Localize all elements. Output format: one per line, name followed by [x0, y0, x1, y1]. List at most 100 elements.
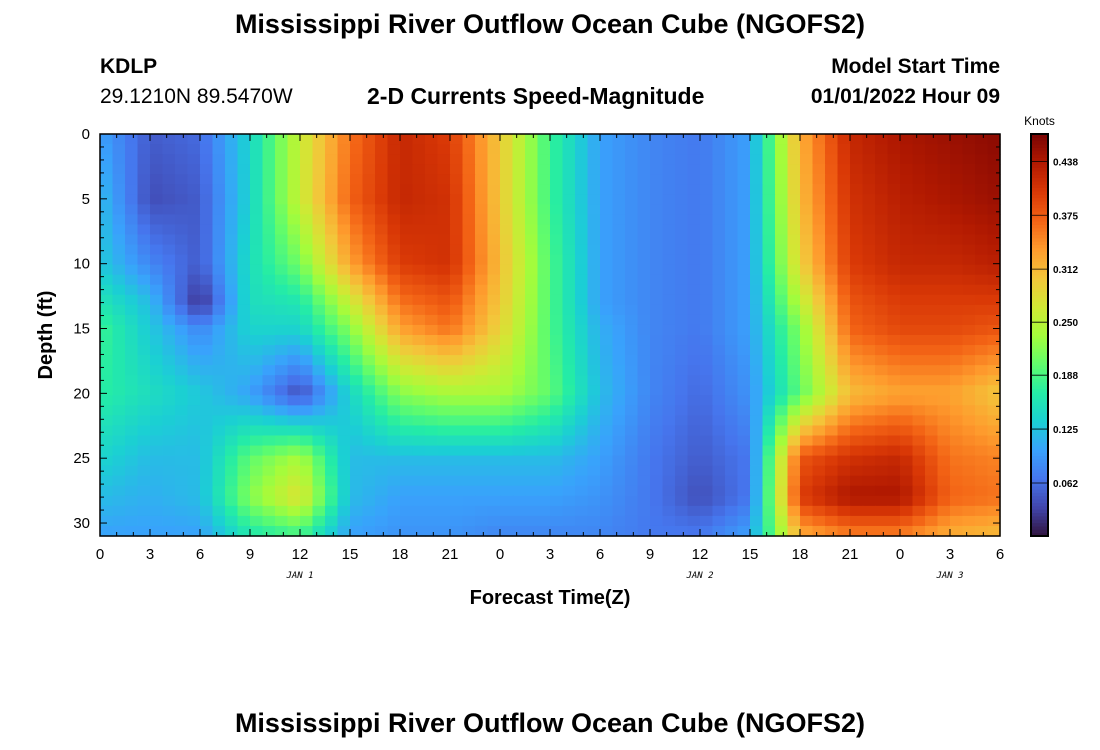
heatmap-cell	[100, 395, 114, 406]
heatmap-cell	[225, 465, 239, 477]
heatmap-cell	[475, 375, 489, 386]
heatmap-cell	[250, 365, 264, 376]
heatmap-cell	[237, 314, 251, 326]
heatmap-cell	[612, 465, 626, 477]
heatmap-cell	[625, 294, 639, 306]
heatmap-cell	[887, 324, 901, 336]
heatmap-cell	[750, 375, 764, 386]
heatmap-cell	[587, 355, 601, 366]
heatmap-cell	[887, 284, 901, 296]
heatmap-cell	[662, 144, 676, 155]
heatmap-cell	[625, 455, 639, 467]
heatmap-cell	[425, 395, 439, 406]
heatmap-cell	[287, 375, 301, 386]
heatmap-cell	[175, 234, 189, 246]
heatmap-cell	[675, 355, 689, 366]
heatmap-cell	[350, 375, 364, 386]
heatmap-cell	[612, 425, 626, 437]
heatmap-cell	[937, 134, 951, 145]
heatmap-cell	[475, 134, 489, 145]
heatmap-cell	[700, 505, 714, 517]
heatmap-cell	[687, 365, 701, 376]
heatmap-cell	[675, 314, 689, 326]
heatmap-cell	[875, 314, 889, 326]
heatmap-cell	[762, 505, 776, 517]
heatmap-cell	[212, 485, 226, 497]
heatmap-cell	[475, 485, 489, 497]
heatmap-cell	[712, 184, 726, 195]
heatmap-cell	[987, 475, 1001, 487]
heatmap-cell	[862, 485, 876, 497]
heatmap-cell	[500, 465, 514, 477]
heatmap-cell	[725, 314, 739, 326]
heatmap-cell	[900, 224, 914, 236]
heatmap-cell	[962, 324, 976, 336]
heatmap-cell	[600, 154, 614, 165]
heatmap-cell	[900, 475, 914, 487]
heatmap-cell	[900, 274, 914, 286]
heatmap-cell	[575, 435, 589, 447]
heatmap-cell	[812, 495, 826, 507]
heatmap-cell	[850, 375, 864, 386]
heatmap-cell	[762, 405, 776, 416]
heatmap-cell	[612, 244, 626, 256]
heatmap-cell	[337, 144, 351, 155]
heatmap-cell	[462, 335, 476, 346]
heatmap-cell	[175, 505, 189, 517]
heatmap-cell	[775, 254, 789, 266]
heatmap-cell	[912, 385, 926, 396]
heatmap-cell	[737, 154, 751, 165]
heatmap-cell	[400, 495, 414, 507]
heatmap-cell	[437, 405, 451, 416]
heatmap-cell	[150, 345, 164, 356]
heatmap-cell	[800, 284, 814, 296]
heatmap-cell	[800, 355, 814, 366]
heatmap-cell	[850, 395, 864, 406]
heatmap-cell	[662, 254, 676, 266]
heatmap-cell	[812, 515, 826, 527]
heatmap-cell	[662, 244, 676, 256]
heatmap-cell	[650, 505, 664, 517]
heatmap-cell	[250, 515, 264, 527]
heatmap-cell	[725, 194, 739, 205]
heatmap-cell	[887, 154, 901, 165]
heatmap-cell	[125, 515, 139, 527]
heatmap-cell	[725, 365, 739, 376]
heatmap-cell	[912, 154, 926, 165]
heatmap-cell	[275, 294, 289, 306]
heatmap-cell	[775, 445, 789, 457]
heatmap-cell	[675, 134, 689, 145]
heatmap-cell	[737, 144, 751, 155]
heatmap-cell	[737, 435, 751, 447]
heatmap-cell	[325, 345, 339, 356]
heatmap-cell	[362, 204, 376, 215]
heatmap-cell	[287, 324, 301, 336]
heatmap-cell	[512, 385, 526, 396]
heatmap-cell	[175, 475, 189, 487]
heatmap-cell	[850, 264, 864, 276]
heatmap-cell	[250, 184, 264, 195]
heatmap-cell	[287, 274, 301, 286]
heatmap-cell	[925, 425, 939, 437]
heatmap-cell	[212, 234, 226, 246]
heatmap-cell	[212, 284, 226, 296]
heatmap-cell	[225, 415, 239, 427]
heatmap-cell	[550, 154, 564, 165]
colorbar-segment	[1031, 435, 1048, 440]
heatmap-cell	[275, 515, 289, 527]
heatmap-cell	[637, 224, 651, 236]
heatmap-cell	[700, 485, 714, 497]
heatmap-cell	[237, 365, 251, 376]
heatmap-cell	[950, 264, 964, 276]
heatmap-cell	[325, 314, 339, 326]
heatmap-cell	[687, 184, 701, 195]
heatmap-cell	[425, 455, 439, 467]
heatmap-cell	[387, 194, 401, 205]
heatmap-cell	[800, 274, 814, 286]
heatmap-cell	[450, 455, 464, 467]
heatmap-cell	[912, 515, 926, 527]
heatmap-cell	[500, 184, 514, 195]
heatmap-cell	[337, 234, 351, 246]
heatmap-cell	[675, 495, 689, 507]
heatmap-cell	[212, 274, 226, 286]
